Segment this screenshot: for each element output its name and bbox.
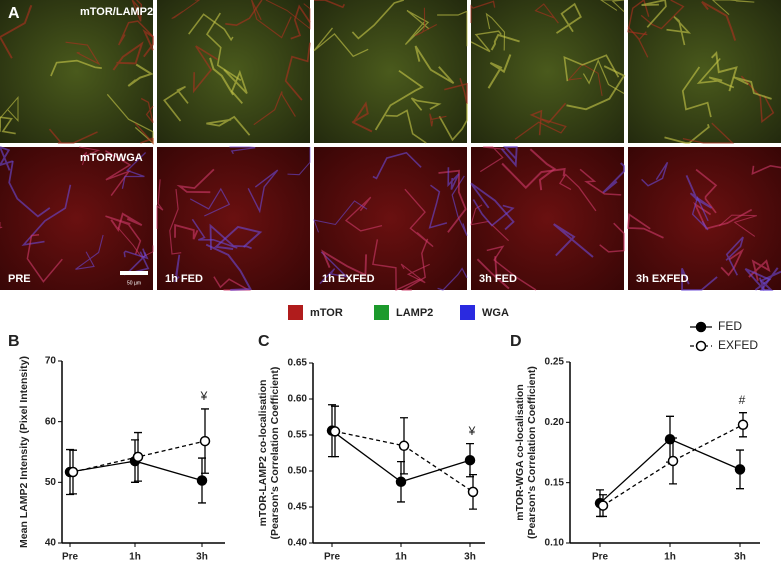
data-point xyxy=(331,427,340,436)
micrograph xyxy=(628,147,781,290)
y-tick-label: 0.20 xyxy=(545,417,565,428)
y-axis-label: (Pearson's Correlation Coefficient) xyxy=(526,366,538,539)
image-label: 1h FED xyxy=(165,273,203,285)
x-tick-label: 1h xyxy=(395,552,407,563)
y-axis-label: Mean LAMP2 Intensity (Pixel Intensity) xyxy=(18,356,30,548)
image-label: 1h EXFED xyxy=(322,273,375,285)
image-label: 3h EXFED xyxy=(636,273,689,285)
micrograph xyxy=(157,147,310,290)
legend-label: LAMP2 xyxy=(396,307,433,319)
y-axis-label: mTOR-WGA co-localisation xyxy=(514,384,526,521)
data-point xyxy=(736,465,745,474)
image-background xyxy=(628,0,781,143)
x-tick-label: Pre xyxy=(592,552,609,563)
x-tick-label: 3h xyxy=(734,552,746,563)
scale-bar xyxy=(120,271,148,275)
image-label: PRE xyxy=(8,273,31,285)
micrographs: mTOR/LAMP2 mTOR/WGA PRE 1h FED 1h EXFED 3h FE… xyxy=(0,0,781,290)
chart: B 40 50 60 70 Pre 1h 3h Mean LAMP2 Intensity (Pi… xyxy=(8,333,225,562)
data-point xyxy=(69,468,78,477)
channel-legend: mTOR LAMP2 WGA xyxy=(288,305,509,320)
data-point xyxy=(201,437,210,446)
charts: B 40 50 60 70 Pre 1h 3h Mean LAMP2 Intensity (Pi… xyxy=(8,319,760,562)
image-background xyxy=(0,0,153,143)
legend-label: EXFED xyxy=(718,338,758,352)
y-axis-label: (Pearson's Correlation Coefficient) xyxy=(269,367,281,540)
legend-label: WGA xyxy=(482,307,509,319)
annotation: ¥ xyxy=(468,424,476,438)
data-point xyxy=(599,501,608,510)
x-tick-label: 3h xyxy=(464,552,476,563)
annotation: # xyxy=(739,393,746,407)
x-tick-label: Pre xyxy=(62,552,79,563)
panel-letter: B xyxy=(8,333,20,350)
scale-bar-label: 50 µm xyxy=(127,280,141,286)
legend-label: FED xyxy=(718,319,742,333)
y-tick-label: 70 xyxy=(45,356,57,367)
data-point xyxy=(469,487,478,496)
x-tick-label: 3h xyxy=(196,552,208,563)
data-point xyxy=(198,476,207,485)
y-tick-label: 40 xyxy=(45,538,57,549)
panel-letter: A xyxy=(8,5,20,22)
micrograph xyxy=(628,0,781,143)
y-tick-label: 0.15 xyxy=(545,477,565,488)
micrograph xyxy=(471,147,624,290)
micrograph xyxy=(471,0,624,143)
micrograph xyxy=(157,0,310,143)
y-tick-label: 50 xyxy=(45,477,57,488)
y-tick-label: 0.55 xyxy=(288,430,308,441)
y-tick-label: 60 xyxy=(45,416,57,427)
legend-label: mTOR xyxy=(310,307,343,319)
y-tick-label: 0.10 xyxy=(545,538,565,549)
y-tick-label: 0.45 xyxy=(288,502,308,513)
micrograph xyxy=(314,147,467,290)
micrograph xyxy=(0,147,153,290)
micrograph xyxy=(0,0,153,143)
micrograph xyxy=(314,0,467,143)
panel-letter: C xyxy=(258,333,270,350)
y-tick-label: 0.50 xyxy=(288,466,308,477)
x-tick-label: 1h xyxy=(129,552,141,563)
y-tick-label: 0.40 xyxy=(288,538,308,549)
y-tick-label: 0.65 xyxy=(288,358,308,369)
legend-swatch xyxy=(374,305,389,320)
y-axis-label: mTOR-LAMP2 co-localisation xyxy=(257,380,269,527)
panel-letter: D xyxy=(510,333,522,350)
chart: C 0.40 0.45 0.50 0.55 0.60 0.65 Pre 1h 3h mTOR-LAM… xyxy=(257,333,485,562)
y-tick-label: 0.25 xyxy=(545,357,565,368)
data-point xyxy=(466,456,475,465)
row-label: mTOR/LAMP2 xyxy=(80,6,153,18)
image-background xyxy=(471,147,624,290)
image-background xyxy=(314,147,467,290)
annotation: ¥ xyxy=(200,389,208,403)
legend-marker xyxy=(697,342,706,351)
data-point xyxy=(134,452,143,461)
image-background xyxy=(157,0,310,143)
image-label: 3h FED xyxy=(479,273,517,285)
legend-swatch xyxy=(460,305,475,320)
data-point xyxy=(400,441,409,450)
data-point xyxy=(739,420,748,429)
data-point xyxy=(397,477,406,486)
data-point xyxy=(669,456,678,465)
y-tick-label: 0.60 xyxy=(288,394,308,405)
x-tick-label: 1h xyxy=(664,552,676,563)
image-background xyxy=(157,147,310,290)
chart: D 0.10 0.15 0.20 0.25 Pre 1h 3h mTOR-WGA co-loca… xyxy=(510,319,760,562)
x-tick-label: Pre xyxy=(324,552,341,563)
legend-swatch xyxy=(288,305,303,320)
legend-marker xyxy=(697,323,706,332)
row-label: mTOR/WGA xyxy=(80,152,143,164)
